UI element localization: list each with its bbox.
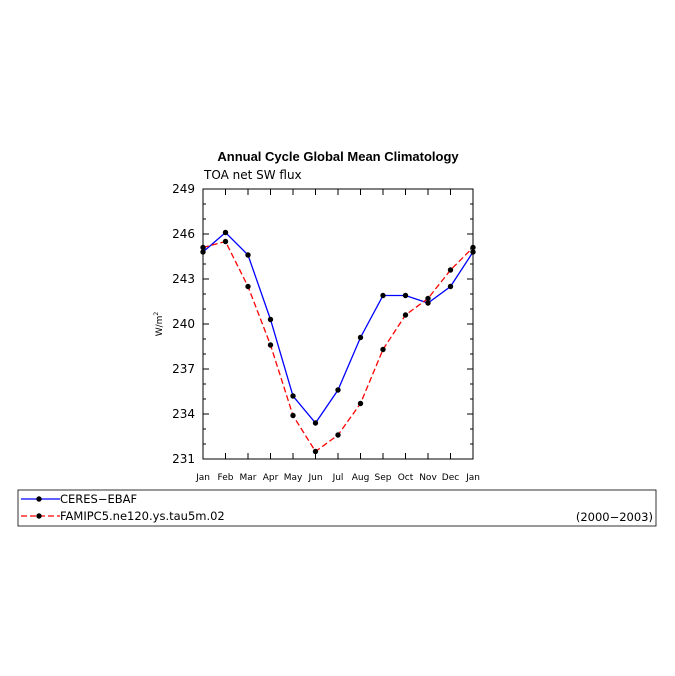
series-2-point	[335, 432, 341, 438]
y-tick-label: 231	[172, 452, 195, 466]
series-1-point	[290, 393, 296, 399]
series-2-point	[290, 412, 296, 419]
series-1-point	[447, 283, 454, 290]
x-tick-label: May	[284, 473, 303, 483]
x-tick-label: Jan	[465, 473, 480, 483]
series-1-point	[312, 420, 319, 426]
series-2-point	[447, 267, 454, 273]
y-tick-label: 243	[172, 272, 195, 286]
series-2-point	[470, 244, 476, 251]
x-tick-label: Sep	[375, 473, 392, 483]
series-1-point	[335, 387, 341, 393]
series-layer	[200, 229, 476, 455]
series-1-point	[222, 229, 229, 236]
x-tick-label: Mar	[240, 473, 257, 483]
series-1-point	[380, 292, 386, 299]
series-2-point	[200, 244, 206, 251]
y-tick-label: 249	[172, 182, 195, 196]
legend-marker-2	[36, 513, 42, 519]
legend-label-2: FAMIPC5.ne120.ys.tau5m.02	[60, 509, 225, 523]
series-2-point	[425, 295, 431, 302]
legend-label-1: CERES−EBAF	[60, 492, 137, 506]
y-axis-label: W/m2	[153, 312, 165, 337]
y-axis-label-superscript: 2	[153, 312, 160, 316]
y-axis-label-text: W/m	[155, 316, 165, 337]
x-tick-label: Oct	[398, 473, 414, 483]
series-1-point	[402, 292, 409, 299]
series-1-point	[245, 252, 251, 258]
x-tick-label: Feb	[218, 473, 234, 483]
x-tick-label: Nov	[419, 473, 437, 483]
series-2-point	[380, 346, 386, 353]
y-tick-label: 234	[172, 407, 195, 421]
chart-subtitle: TOA net SW flux	[203, 168, 302, 182]
plot-frame	[202, 188, 474, 460]
legend: CERES−EBAF FAMIPC5.ne120.ys.tau5m.02	[21, 492, 225, 523]
legend-note: (2000−2003)	[576, 510, 653, 524]
y-tick-label: 240	[172, 317, 195, 331]
series-1-point	[200, 249, 206, 255]
series-2-point	[402, 312, 409, 318]
x-tick-label: Jul	[332, 473, 344, 483]
series-1-point	[425, 300, 431, 306]
series-1-point	[267, 316, 274, 323]
series-1-point	[470, 249, 476, 255]
series-line-1	[202, 231, 474, 425]
series-2-point	[357, 400, 364, 407]
x-tick-label: Dec	[442, 473, 459, 483]
series-2-point	[222, 238, 229, 245]
y-axis: 231 234 237 240 243 246 249	[172, 182, 473, 466]
chart-title: Annual Cycle Global Mean Climatology	[217, 149, 459, 164]
x-tick-label: Jun	[307, 473, 322, 483]
series-1-point	[357, 334, 364, 341]
y-tick-label: 237	[172, 362, 195, 376]
x-tick-label: Jan	[195, 473, 210, 483]
series-line-2	[202, 240, 474, 453]
x-tick-label: Apr	[263, 473, 279, 483]
x-tick-label: Aug	[352, 473, 370, 483]
legend-marker-1	[36, 496, 42, 502]
series-2-point	[245, 283, 251, 290]
x-axis: Jan Feb Mar Apr May Jun Jul Aug Sep Oct Nov Dec Jan	[195, 189, 480, 483]
legend-box	[17, 489, 657, 527]
y-tick-label: 246	[172, 227, 195, 241]
series-2-point	[312, 448, 319, 455]
series-2-point	[267, 342, 274, 348]
